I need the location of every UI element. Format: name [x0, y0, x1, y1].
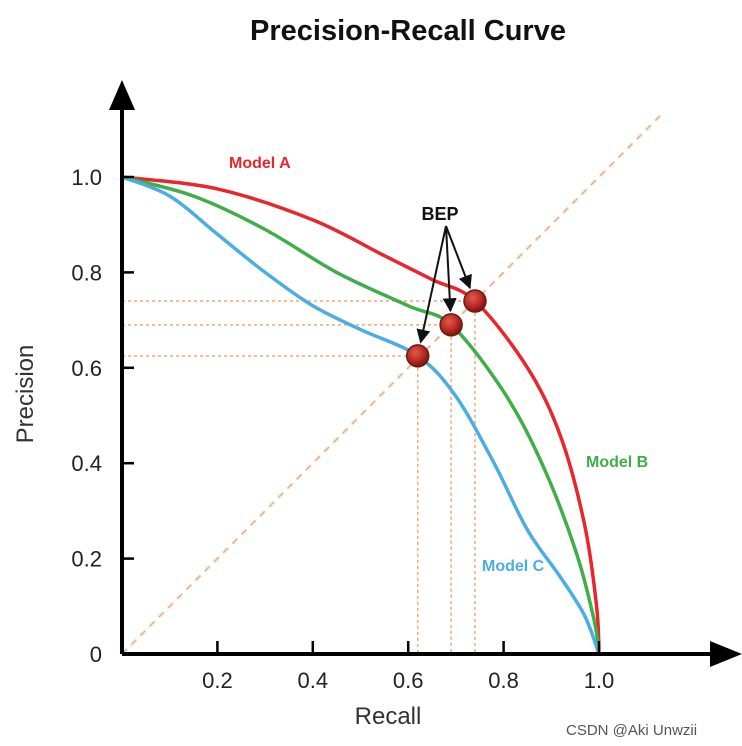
bep-point-model-a: [463, 289, 487, 313]
y-tick-label-0.4: 0.4: [71, 451, 102, 476]
watermark: CSDN @Aki Unwzii: [566, 722, 697, 739]
bep-points: [405, 289, 487, 368]
bep-guide-lines: [122, 300, 476, 654]
bep-arrow-model-b: [442, 225, 457, 313]
x-tick-label-0.2: 0.2: [202, 668, 233, 693]
bep-label: BEP: [421, 204, 458, 224]
bep-arrow-model-c: [416, 225, 447, 344]
bep-point-model-c: [405, 344, 430, 368]
legend-label-model-a: Model A: [229, 155, 291, 172]
y-tick-label-0.8: 0.8: [71, 260, 102, 285]
x-tick-label-0.8: 0.8: [488, 668, 519, 693]
y-axis-label: Precision: [12, 345, 39, 444]
legend-label-model-b: Model B: [586, 454, 648, 471]
chart-title: Precision-Recall Curve: [250, 15, 566, 47]
x-axis-arrow: [710, 641, 742, 667]
bep-point-model-b: [439, 313, 463, 337]
diagonal-layer: [121, 114, 662, 655]
diagonal-reference-line: [121, 114, 662, 655]
legend-label-model-c: Model C: [482, 558, 545, 575]
x-axis-ticks: 0.2 0.4 0.6 0.8 1.0: [202, 641, 614, 693]
x-tick-label-1.0: 1.0: [584, 668, 615, 693]
x-tick-label-0.4: 0.4: [298, 668, 329, 693]
bep-annotation: BEP: [416, 204, 472, 344]
axes: [109, 80, 742, 667]
y-tick-label-0.2: 0.2: [71, 547, 102, 572]
y-tick-label-1.0: 1.0: [71, 165, 102, 190]
y-tick-label-0.6: 0.6: [71, 356, 102, 381]
x-tick-label-0.6: 0.6: [393, 668, 424, 693]
bep-arrow-model-a: [445, 225, 472, 290]
y-axis-arrow: [109, 80, 135, 110]
x-axis-label: Recall: [355, 703, 422, 730]
y-axis-ticks: 0 0.2 0.4 0.6 0.8 1.0: [71, 165, 134, 667]
y-tick-label-0: 0: [90, 642, 102, 667]
